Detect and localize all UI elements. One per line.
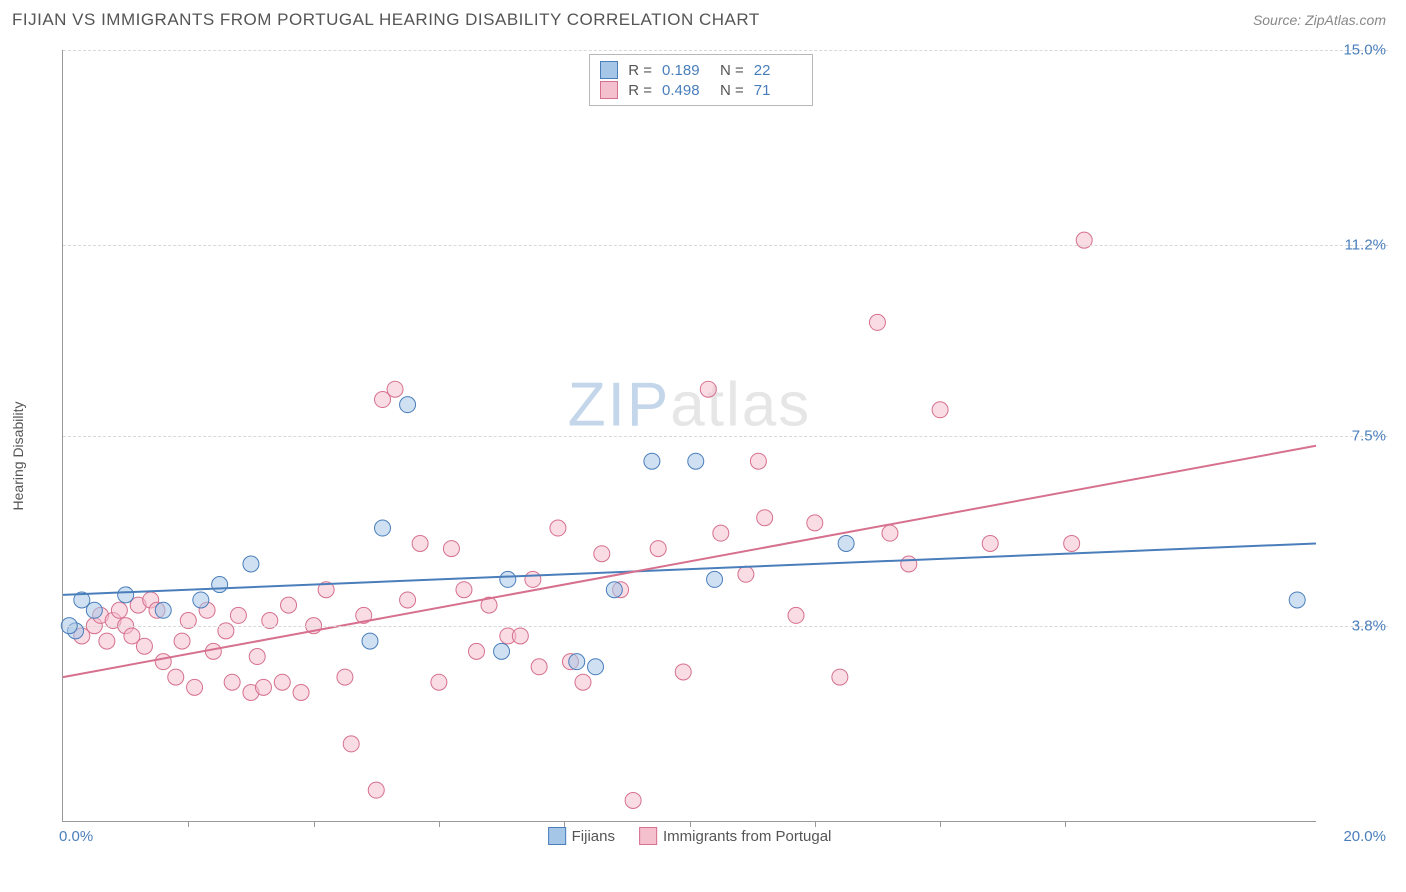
scatter-point xyxy=(174,633,190,649)
scatter-point xyxy=(255,679,271,695)
gridline xyxy=(63,245,1388,246)
scatter-point xyxy=(375,520,391,536)
scatter-point xyxy=(625,792,641,808)
scatter-point xyxy=(713,525,729,541)
scatter-point xyxy=(249,649,265,665)
scatter-point xyxy=(932,402,948,418)
scatter-point xyxy=(243,556,259,572)
y-tick-label: 7.5% xyxy=(1326,427,1386,444)
legend-item-portugal: Immigrants from Portugal xyxy=(639,827,831,845)
gridline xyxy=(63,436,1388,437)
legend-swatch-icon xyxy=(639,827,657,845)
scatter-point xyxy=(230,607,246,623)
scatter-point xyxy=(155,654,171,670)
scatter-point xyxy=(675,664,691,680)
scatter-point xyxy=(650,541,666,557)
x-tick xyxy=(314,821,315,827)
scatter-point xyxy=(1289,592,1305,608)
scatter-point xyxy=(168,669,184,685)
scatter-point xyxy=(606,582,622,598)
gridline xyxy=(63,50,1388,51)
scatter-point xyxy=(111,602,127,618)
scatter-point xyxy=(443,541,459,557)
scatter-point xyxy=(281,597,297,613)
scatter-point xyxy=(400,592,416,608)
legend-series-names: Fijians Immigrants from Portugal xyxy=(548,827,832,845)
scatter-point xyxy=(569,654,585,670)
scatter-point xyxy=(807,515,823,531)
chart-container: Hearing Disability ZIPatlas R = 0.189 N … xyxy=(48,50,1388,846)
legend-swatch-icon xyxy=(548,827,566,845)
scatter-point xyxy=(136,638,152,654)
scatter-point xyxy=(750,453,766,469)
scatter-point xyxy=(788,607,804,623)
x-tick xyxy=(940,821,941,827)
legend-text: Immigrants from Portugal xyxy=(663,828,831,845)
scatter-point xyxy=(86,602,102,618)
scatter-point xyxy=(882,525,898,541)
scatter-point xyxy=(838,535,854,551)
scatter-point xyxy=(575,674,591,690)
scatter-point xyxy=(155,602,171,618)
scatter-point xyxy=(1064,535,1080,551)
chart-title: FIJIAN VS IMMIGRANTS FROM PORTUGAL HEARI… xyxy=(12,10,760,30)
scatter-point xyxy=(212,577,228,593)
chart-header: FIJIAN VS IMMIGRANTS FROM PORTUGAL HEARI… xyxy=(0,0,1406,36)
scatter-point xyxy=(688,453,704,469)
scatter-point xyxy=(700,381,716,397)
legend-text: Fijians xyxy=(572,828,615,845)
scatter-point xyxy=(757,510,773,526)
x-tick xyxy=(188,821,189,827)
plot-area: ZIPatlas R = 0.189 N = 22 R = 0.498 N = … xyxy=(62,50,1316,822)
scatter-point xyxy=(187,679,203,695)
scatter-point xyxy=(869,314,885,330)
x-tick xyxy=(1065,821,1066,827)
scatter-point xyxy=(337,669,353,685)
scatter-point xyxy=(274,674,290,690)
scatter-point xyxy=(594,546,610,562)
scatter-point xyxy=(205,643,221,659)
y-axis-label: Hearing Disability xyxy=(10,402,26,511)
y-tick-label: 3.8% xyxy=(1326,617,1386,634)
scatter-point xyxy=(343,736,359,752)
scatter-point xyxy=(832,669,848,685)
scatter-point xyxy=(224,674,240,690)
chart-source: Source: ZipAtlas.com xyxy=(1253,12,1386,28)
scatter-point xyxy=(738,566,754,582)
x-axis-max-label: 20.0% xyxy=(1343,828,1386,845)
scatter-point xyxy=(400,397,416,413)
scatter-point xyxy=(293,685,309,701)
scatter-point xyxy=(412,535,428,551)
scatter-point xyxy=(901,556,917,572)
scatter-point xyxy=(644,453,660,469)
legend-item-fijians: Fijians xyxy=(548,827,615,845)
y-tick-label: 15.0% xyxy=(1326,42,1386,59)
gridline xyxy=(63,626,1388,627)
scatter-point xyxy=(99,633,115,649)
scatter-point xyxy=(118,587,134,603)
scatter-point xyxy=(468,643,484,659)
scatter-point xyxy=(362,633,378,649)
scatter-point xyxy=(494,643,510,659)
scatter-point xyxy=(387,381,403,397)
scatter-point xyxy=(512,628,528,644)
scatter-point xyxy=(431,674,447,690)
x-axis-min-label: 0.0% xyxy=(59,828,93,845)
scatter-point xyxy=(588,659,604,675)
y-tick-label: 11.2% xyxy=(1326,237,1386,254)
scatter-point xyxy=(982,535,998,551)
scatter-point xyxy=(368,782,384,798)
scatter-point xyxy=(531,659,547,675)
scatter-point xyxy=(707,571,723,587)
scatter-point xyxy=(500,571,516,587)
scatter-point xyxy=(525,571,541,587)
scatter-point xyxy=(550,520,566,536)
scatter-point xyxy=(456,582,472,598)
scatter-point xyxy=(193,592,209,608)
x-tick xyxy=(439,821,440,827)
